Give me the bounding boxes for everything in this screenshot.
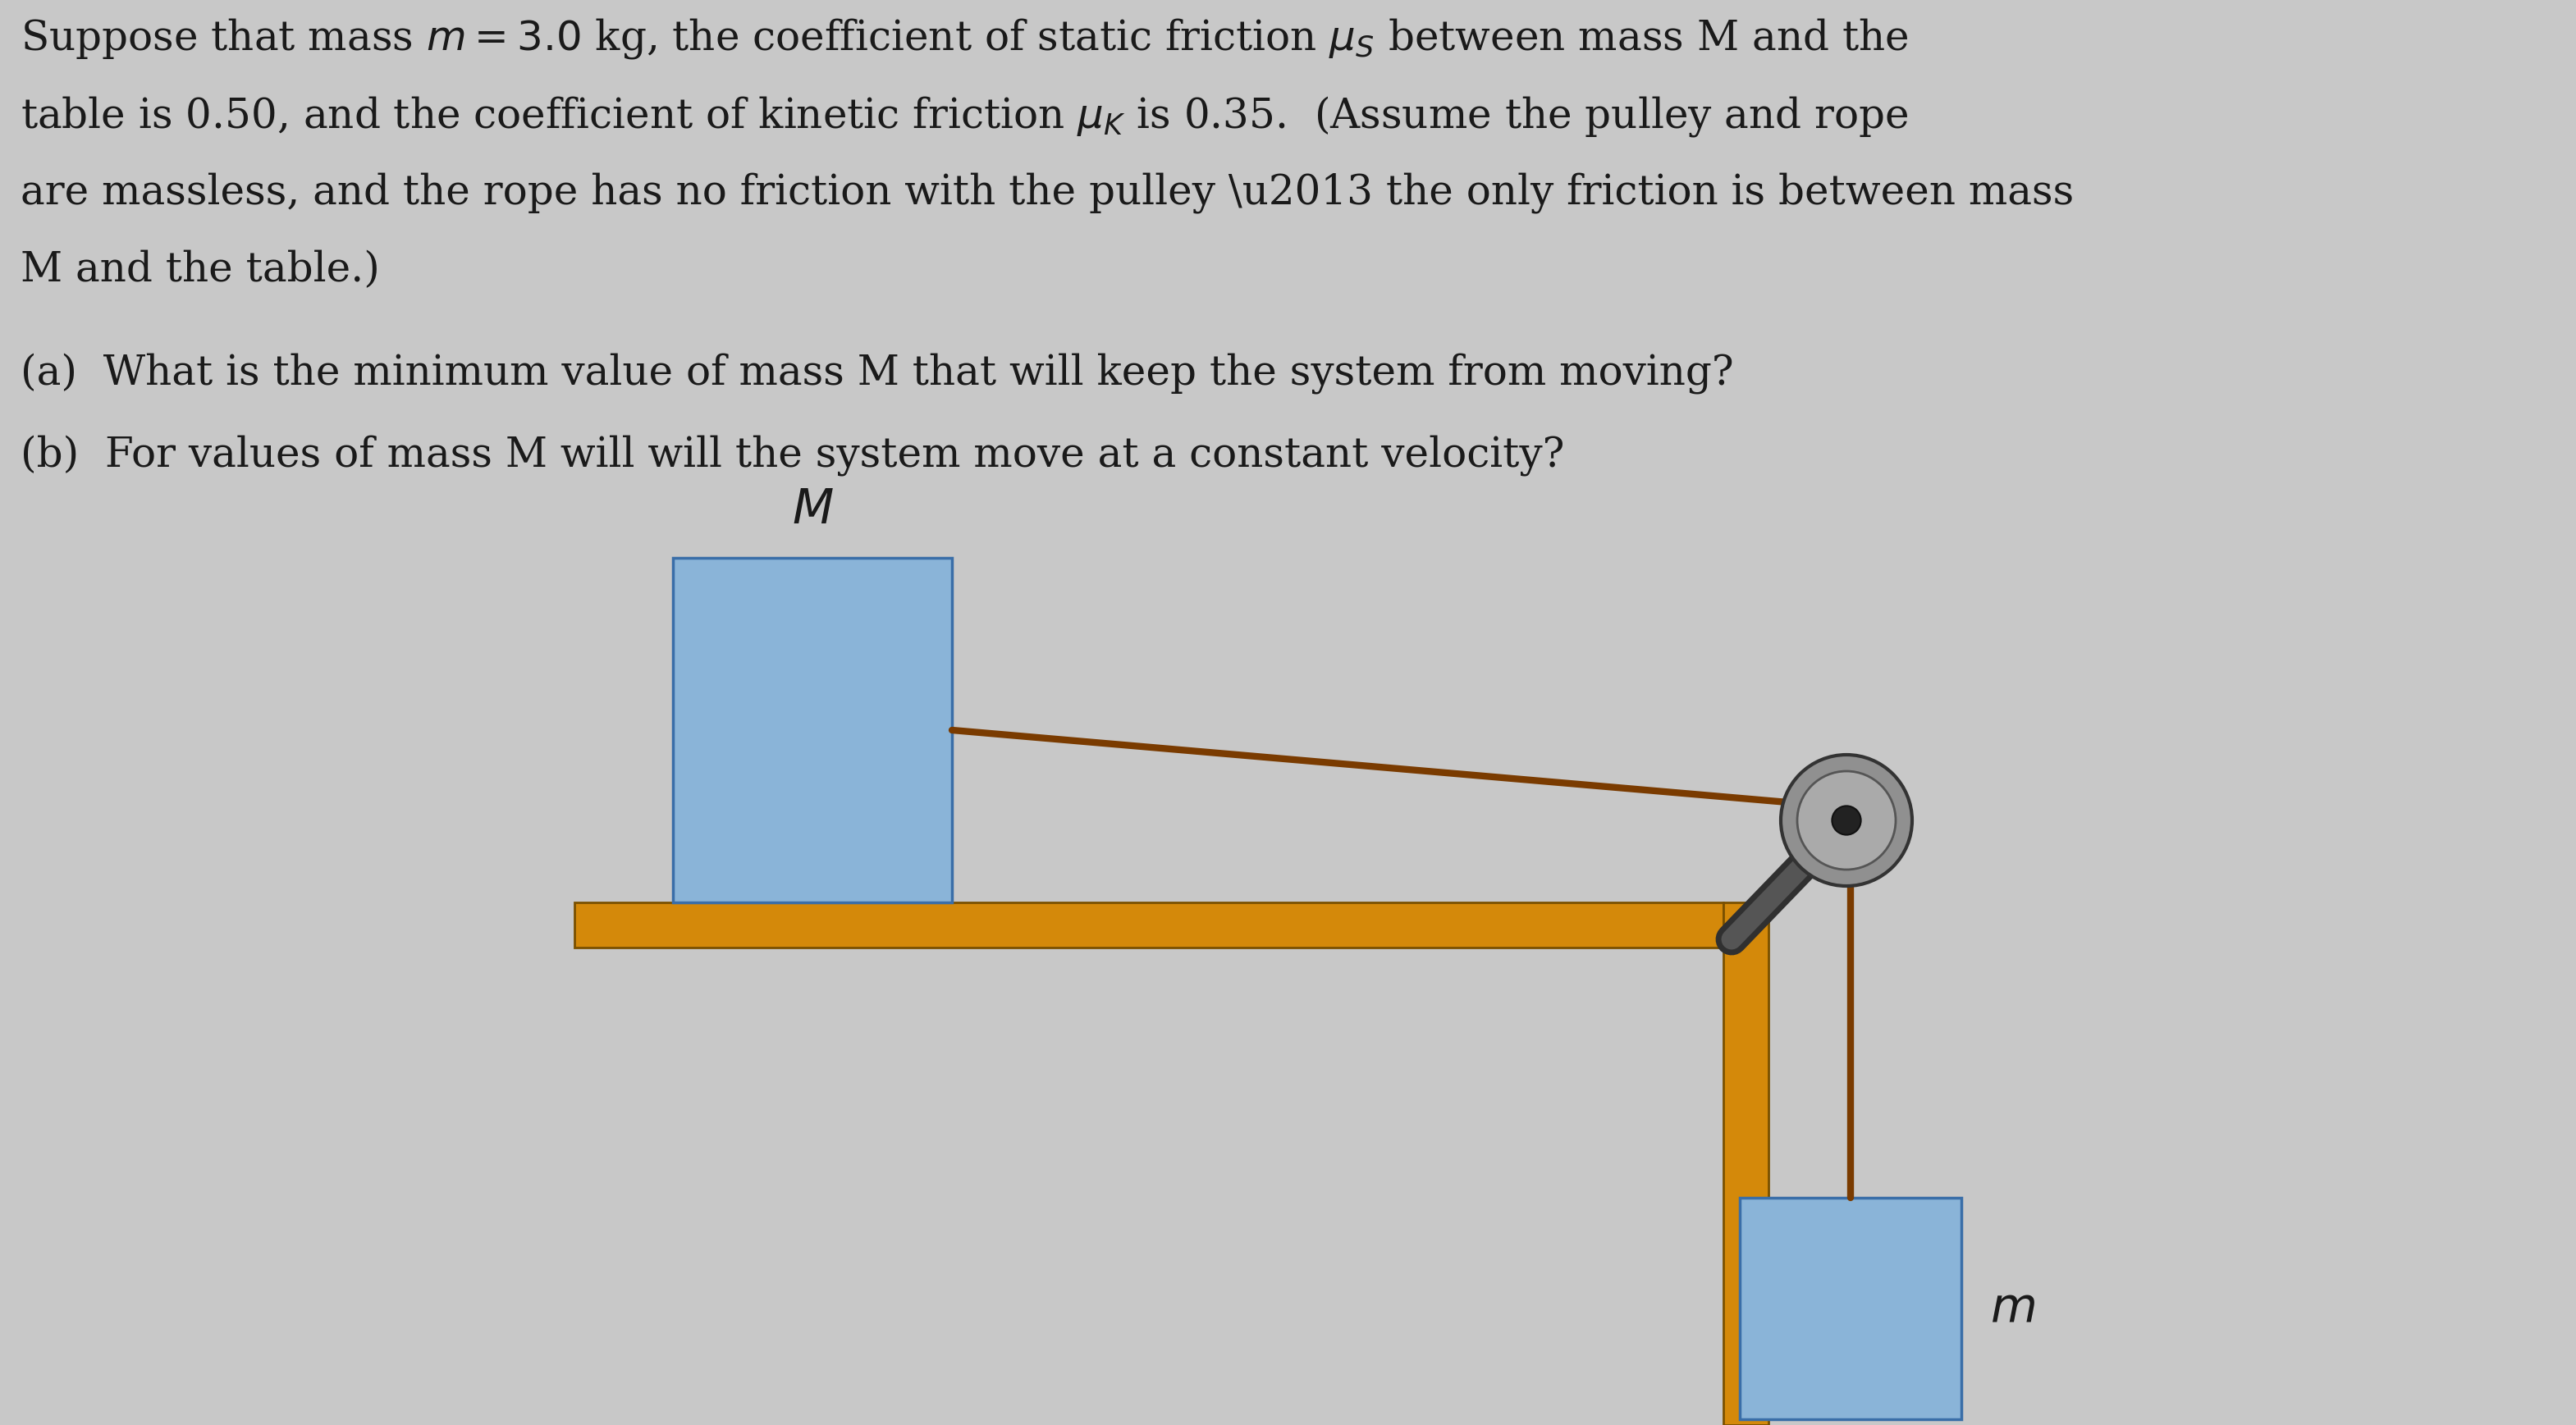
Text: are massless, and the rope has no friction with the pulley \u2013 the only frict: are massless, and the rope has no fricti… xyxy=(21,172,2074,214)
Circle shape xyxy=(1798,771,1896,869)
Text: $M$: $M$ xyxy=(791,487,832,533)
Circle shape xyxy=(1832,807,1860,835)
Bar xyxy=(574,902,1723,948)
Bar xyxy=(1723,902,1770,1425)
Text: (a)  What is the minimum value of mass M that will keep the system from moving?: (a) What is the minimum value of mass M … xyxy=(21,353,1734,393)
Text: Suppose that mass $m = 3.0$ kg, the coefficient of static friction $\mu_S$ betwe: Suppose that mass $m = 3.0$ kg, the coef… xyxy=(21,17,1909,61)
Text: $m$: $m$ xyxy=(1991,1285,2035,1332)
Text: table is 0.50, and the coefficient of kinetic friction $\mu_K$ is 0.35.  (Assume: table is 0.50, and the coefficient of ki… xyxy=(21,94,1909,138)
Circle shape xyxy=(1780,755,1911,886)
Bar xyxy=(672,557,953,902)
Bar xyxy=(1739,1198,1960,1419)
Text: (b)  For values of mass M will will the system move at a constant velocity?: (b) For values of mass M will will the s… xyxy=(21,435,1564,476)
Text: M and the table.): M and the table.) xyxy=(21,251,379,291)
